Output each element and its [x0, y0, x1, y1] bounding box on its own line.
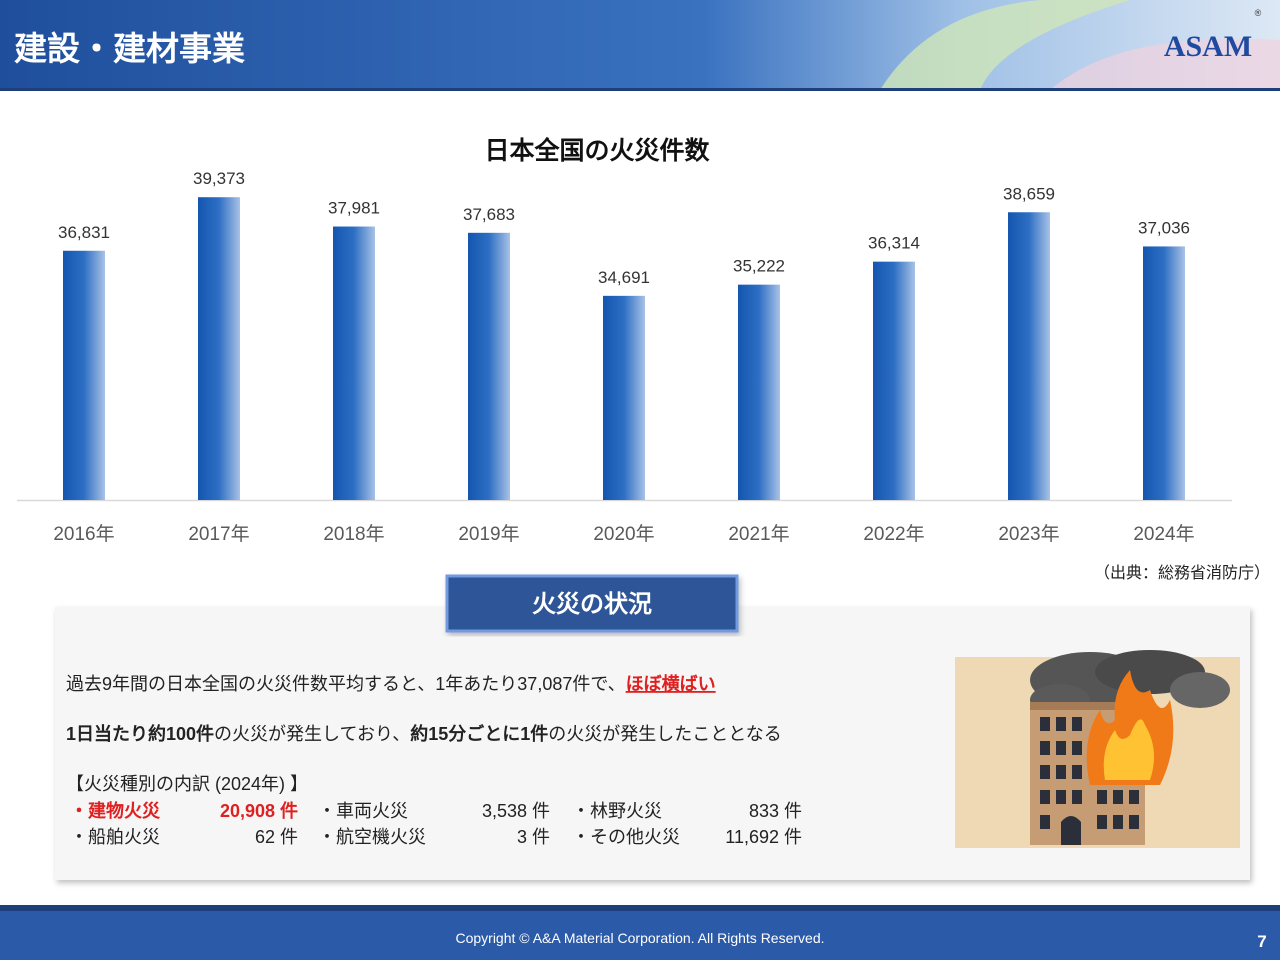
logo-mark: ® [1255, 8, 1262, 18]
x-tick-label: 2018年 [323, 523, 384, 545]
text-run: 過去9年間の日本全国の火災件数平均すると、1年あたり37,087件で、 [66, 674, 626, 694]
x-tick-label: 2019年 [458, 523, 519, 545]
footer-band [0, 911, 1280, 960]
text-run: の火災が発生したこととなる [548, 724, 781, 744]
x-tick-label: 2020年 [593, 523, 654, 545]
data-label: 38,659 [1003, 184, 1055, 203]
item-name: ・建物火災 [70, 800, 161, 821]
fire-illustration [955, 650, 1240, 848]
emphasis: 1日当たり約100件 [66, 723, 214, 744]
item-name: ・その他火災 [572, 827, 680, 847]
data-label: 35,222 [733, 257, 785, 276]
copyright: Copyright © A&A Material Corporation. Al… [455, 930, 824, 946]
page-number: 7 [1257, 932, 1266, 951]
bar [468, 232, 510, 500]
header-title: 建設・建材事業 [14, 30, 245, 67]
data-label: 37,036 [1138, 218, 1190, 237]
emphasis: 約15分ごとに1件 [410, 723, 548, 744]
data-label: 37,981 [328, 199, 380, 218]
item-count: 833 件 [749, 801, 802, 821]
x-tick-label: 2022年 [863, 523, 924, 545]
summary-line: 過去9年間の日本全国の火災件数平均すると、1年あたり37,087件で、ほぼ横ばい [66, 673, 716, 694]
data-label: 36,314 [868, 234, 920, 253]
item-count: 20,908 件 [220, 800, 298, 821]
x-tick-label: 2016年 [53, 523, 114, 545]
item-count: 3 件 [517, 827, 550, 847]
item-count: 11,692 件 [725, 827, 802, 847]
x-tick-label: 2023年 [998, 523, 1059, 545]
highlight: ほぼ横ばい [626, 673, 716, 694]
item-name: ・船舶火災 [70, 827, 160, 847]
breakdown: ・建物火災 20,908 件・車両火災 3,538 件 ・林野火災 833 件・船舶火災… [70, 800, 802, 847]
header-shape [880, 0, 1130, 90]
source-note: （出典：総務省消防庁） [1094, 564, 1270, 582]
header-shape [1050, 38, 1280, 90]
x-tick-label: 2024年 [1133, 523, 1194, 545]
footer-rule [0, 905, 1280, 911]
bar [603, 295, 645, 500]
item-count: 62 件 [255, 827, 298, 847]
item-name: ・車両火災 [318, 801, 408, 821]
text-run: の火災が発生しており、 [214, 724, 410, 744]
bar [738, 284, 780, 500]
summary-line: 1日当たり約100件の火災が発生しており、約15分ごとに1件の火災が発生したこと… [66, 723, 782, 744]
item-name: ・林野火災 [572, 801, 662, 821]
summary-title-box [445, 574, 739, 633]
bar-chart: 日本全国の火災件数 36,831 2016年 39,373 2017年 37,981 20… [17, 136, 1232, 545]
item-count: 3,538 件 [482, 801, 550, 821]
bar [63, 250, 105, 500]
summary-title: 火災の状況 [532, 591, 652, 618]
x-tick-label: 2017年 [188, 523, 249, 545]
data-label: 39,373 [193, 169, 245, 188]
header-rule [0, 88, 1280, 91]
data-label: 34,691 [598, 268, 650, 287]
data-label: 36,831 [58, 223, 110, 242]
bar [1143, 246, 1185, 500]
chart-title: 日本全国の火災件数 [484, 136, 710, 165]
logo: ASAM [1164, 30, 1252, 63]
bar [333, 226, 375, 500]
bar [198, 197, 240, 500]
data-label: 37,683 [463, 205, 515, 224]
bar [873, 261, 915, 500]
bar [1008, 212, 1050, 500]
breakdown-heading: 【火災種別の内訳 (2024年) 】 [66, 774, 308, 794]
item-name: ・航空機火災 [318, 827, 426, 847]
x-tick-label: 2021年 [728, 523, 789, 545]
